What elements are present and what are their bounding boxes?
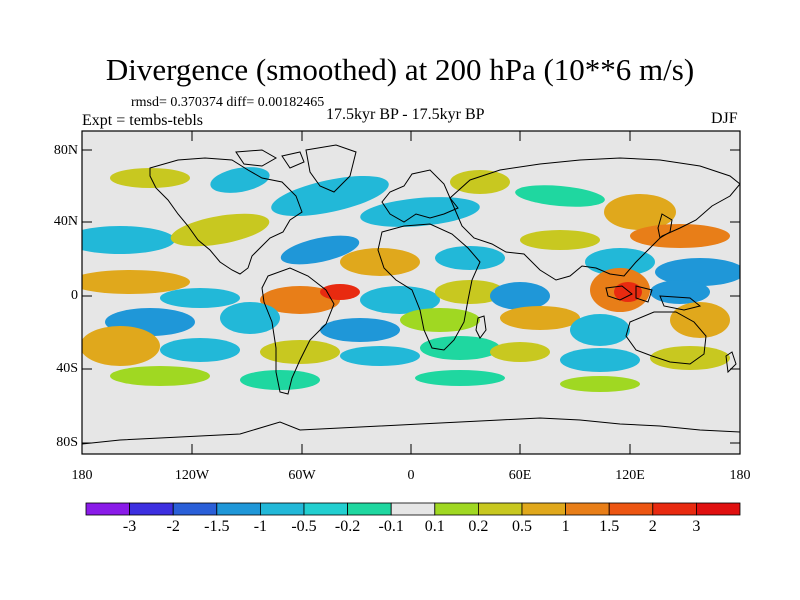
lat-label-40n: 40N	[53, 214, 78, 229]
colorbar-swatch	[521, 502, 566, 516]
map-field	[82, 131, 740, 454]
coastlines	[82, 144, 740, 445]
contour-region-neg-mid	[220, 302, 280, 334]
contour-region-neg-mid	[82, 226, 175, 254]
colorbar-swatch	[129, 502, 174, 516]
contour-region-neg-mid	[435, 246, 505, 270]
lat-label-0: 0	[71, 288, 78, 303]
lon-label-180e: 180	[729, 468, 751, 483]
colorbar-swatch	[259, 502, 305, 516]
lat-label-80s: 80S	[56, 435, 78, 450]
lon-label-60w: 60W	[288, 468, 316, 483]
colorbar-label: 1.5	[599, 518, 620, 535]
contour-region-pos-stronger	[260, 286, 340, 314]
contour-region-pos-strong	[500, 306, 580, 330]
lon-label-60e: 60E	[508, 468, 532, 483]
contour-region-neg-mid	[570, 314, 630, 346]
contour-region-pos-strong	[340, 248, 420, 276]
colorbar-swatch	[303, 502, 348, 516]
colorbar-swatch	[477, 502, 523, 516]
contour-region-neg-mid	[560, 348, 640, 372]
colorbar-label: 3	[692, 518, 701, 535]
lat-label-40s: 40S	[56, 361, 78, 376]
contour-region-neg-weak	[515, 185, 605, 207]
contour-region-neg-mid	[160, 288, 240, 308]
contour-region-pos-strong	[670, 302, 730, 338]
lon-label-0: 0	[407, 468, 415, 483]
experiment-label: Expt = tembs-tebls	[82, 112, 204, 129]
colorbar-label: 0.1	[424, 518, 445, 535]
colorbar-label: -2	[166, 518, 180, 535]
colorbar-swatch	[390, 502, 436, 516]
contour-region-pos-stronger	[630, 224, 730, 248]
contour-region-pos-weak	[400, 308, 480, 332]
contour-region-neg-weak	[240, 370, 320, 390]
colorbar-label: -0.1	[378, 518, 404, 535]
colorbar-swatch	[652, 502, 697, 516]
contour-region-pos-mid	[650, 346, 730, 370]
contour-region-neg-strong	[650, 280, 710, 304]
colorbar-label: -1	[253, 518, 268, 535]
contour-region-neg-strong	[320, 318, 400, 342]
contour-region-neg-weak	[415, 370, 505, 386]
colorbar-swatch	[608, 502, 654, 516]
contour-region-neg-strong	[490, 282, 550, 310]
contour-region-pos-strong	[604, 194, 676, 230]
colorbar-swatch	[85, 502, 130, 516]
contour-region-neg-strong	[655, 258, 740, 286]
contour-region-pos-mid	[170, 213, 270, 247]
contour-region-neg-mid	[340, 346, 420, 366]
contour-region-pos-mid	[260, 340, 340, 364]
chart-title: Divergence (smoothed) at 200 hPa (10**6 …	[105, 52, 695, 87]
colorbar-label: 0.5	[512, 518, 532, 535]
colorbar-swatch	[347, 502, 392, 516]
contour-region-pos-max	[614, 282, 642, 302]
colorbar	[85, 502, 741, 516]
contour-region-pos-weak	[560, 376, 640, 392]
contour-region-neg-mid	[271, 175, 389, 217]
contour-region-neg-mid	[360, 197, 480, 227]
contour-region-pos-strong	[82, 270, 190, 294]
colorbar-swatch	[216, 502, 261, 516]
lon-label-120e: 120E	[615, 468, 645, 483]
contour-region-pos-max	[320, 284, 360, 300]
period-label: 17.5kyr BP - 17.5kyr BP	[326, 106, 485, 123]
lat-label-80n: 80N	[53, 143, 78, 158]
axis-ticks	[81, 131, 741, 454]
contour-region-neg-mid	[360, 286, 440, 314]
colorbar-label: -0.5	[291, 518, 317, 535]
contour-region-pos-mid	[520, 230, 600, 250]
contour-region-neg-strong	[280, 235, 360, 265]
colorbar-swatch	[565, 502, 610, 516]
contour-region-pos-mid	[110, 168, 190, 188]
colorbar-label: 1	[561, 518, 570, 535]
colorbar-label: 2	[648, 518, 657, 535]
lon-label-180w: 180	[71, 468, 93, 483]
colorbar-swatch	[172, 502, 218, 516]
colorbar-swatch	[696, 502, 741, 516]
colorbar-swatch	[434, 502, 479, 516]
contour-region-pos-weak	[110, 366, 210, 386]
lon-label-120w: 120W	[174, 468, 210, 483]
colorbar-label: -0.2	[334, 518, 361, 535]
contour-region-neg-weak	[420, 336, 500, 360]
rmsd-diff-label: rmsd= 0.370374 diff= 0.00182465	[131, 95, 325, 110]
colorbar-label: -3	[122, 518, 137, 535]
season-label: DJF	[711, 110, 738, 127]
contour-region-pos-strong	[82, 326, 160, 366]
contour-region-neg-mid	[160, 338, 240, 362]
colorbar-label: -1.5	[204, 518, 230, 535]
contour-region-neg-mid	[585, 248, 655, 276]
colorbar-label: 0.2	[468, 518, 489, 535]
contour-region-pos-mid	[450, 170, 510, 194]
contour-region-pos-mid	[490, 342, 550, 362]
